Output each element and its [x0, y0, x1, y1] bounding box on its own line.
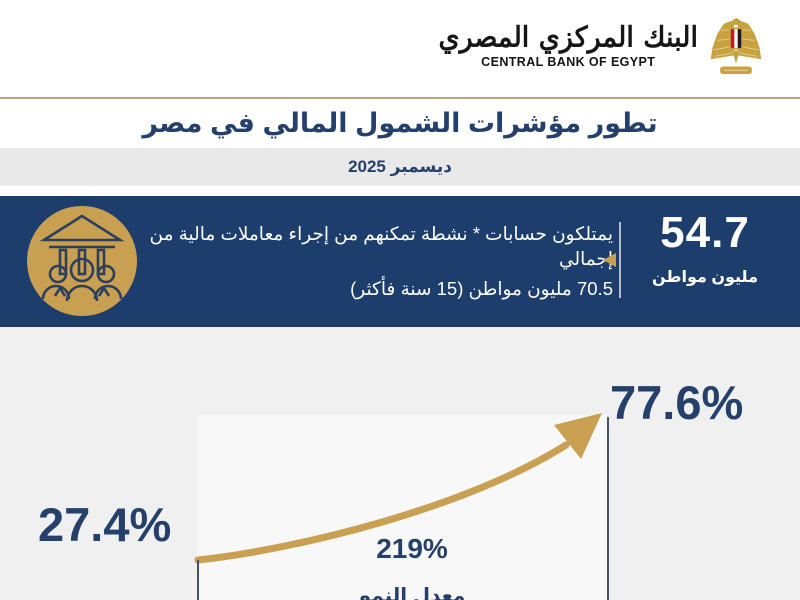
report-date: ديسمبر 2025	[348, 157, 452, 176]
end-marker-line	[607, 417, 609, 600]
growth-chart: 27.4% 77.6% 219% معدل النمو	[0, 327, 800, 600]
title-section: تطور مؤشرات الشمول المالي في مصر	[0, 99, 800, 148]
left-pointing-triangle-icon	[603, 253, 616, 267]
banner-description-line2: 70.5 مليون مواطن (15 سنة فأكثر)	[350, 277, 613, 299]
growth-rate-caption: معدل النمو	[358, 585, 466, 600]
date-band: ديسمبر 2025	[0, 148, 800, 186]
banner-stat: 54.7 مليون مواطن	[620, 208, 790, 287]
banner-description-line1: يمتلكون حسابات * نشطة تمكنهم من إجراء مع…	[149, 223, 613, 269]
header: البنك المركزي المصري CENTRAL BANK OF EGY…	[0, 0, 800, 97]
upward-trend-arrow-icon	[194, 413, 602, 564]
bank-with-people-icon	[27, 206, 137, 316]
end-value-label: 77.6%	[610, 376, 744, 429]
bank-icon-drawing	[39, 214, 125, 302]
start-value-label: 27.4%	[38, 498, 172, 551]
page-title: تطور مؤشرات الشمول المالي في مصر	[142, 108, 658, 138]
start-marker-line	[197, 560, 199, 600]
stat-value: 54.7	[660, 208, 750, 257]
header-divider	[0, 97, 800, 99]
chart-highlight-column	[197, 415, 607, 600]
stat-unit: مليون مواطن	[652, 269, 758, 286]
banner-separator-line	[619, 222, 621, 298]
egypt-coat-of-arms-icon	[710, 17, 762, 74]
banner-description: يمتلكون حسابات * نشطة تمكنهم من إجراء مع…	[133, 222, 613, 302]
cbe-logo-english: CENTRAL BANK OF EGYPT	[481, 55, 656, 69]
key-stat-banner: يمتلكون حسابات * نشطة تمكنهم من إجراء مع…	[0, 196, 800, 327]
cbe-logo: البنك المركزي المصري CENTRAL BANK OF EGY…	[438, 21, 699, 69]
growth-rate-value: 219%	[376, 533, 448, 564]
cbe-logo-arabic-calligraphy: البنك المركزي المصري	[438, 21, 699, 54]
